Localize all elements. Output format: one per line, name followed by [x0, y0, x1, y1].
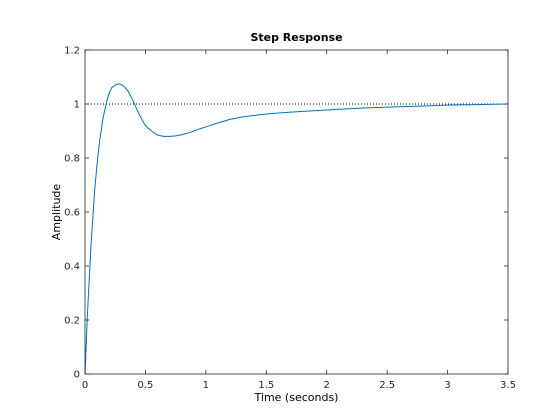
x-axis-label: Time (seconds): [254, 391, 339, 404]
chart-title: Step Response: [250, 31, 342, 44]
x-tick-label: 3.5: [500, 380, 516, 391]
series-layer: [84, 83, 509, 375]
y-tick-label: 0.4: [64, 262, 80, 273]
x-tick-label: 2: [324, 380, 330, 391]
y-tick-label: 0: [74, 370, 80, 381]
y-tick-label: 0.8: [64, 154, 80, 165]
x-tick-label: 2.5: [379, 380, 395, 391]
plot-area: [85, 50, 508, 374]
y-axis-label: Amplitude: [50, 184, 63, 241]
y-tick-label: 1: [74, 100, 80, 111]
x-tick-label: 1: [203, 380, 209, 391]
y-tick-label: 1.2: [64, 46, 80, 57]
series-line-1: [84, 83, 509, 375]
x-tick-label: 1.5: [258, 380, 274, 391]
y-tick-label: 0.2: [64, 316, 80, 327]
x-tick-label: 3: [444, 380, 450, 391]
x-tick-label: 0.5: [137, 380, 153, 391]
x-tick-label: 0: [82, 380, 88, 391]
y-tick-label: 0.6: [64, 208, 80, 219]
tick-layer: 0 0.5 1 1.5 2 2.5 3 3.5 0 0.2 0.4 0.6 0.8 1 1.2: [64, 46, 516, 392]
